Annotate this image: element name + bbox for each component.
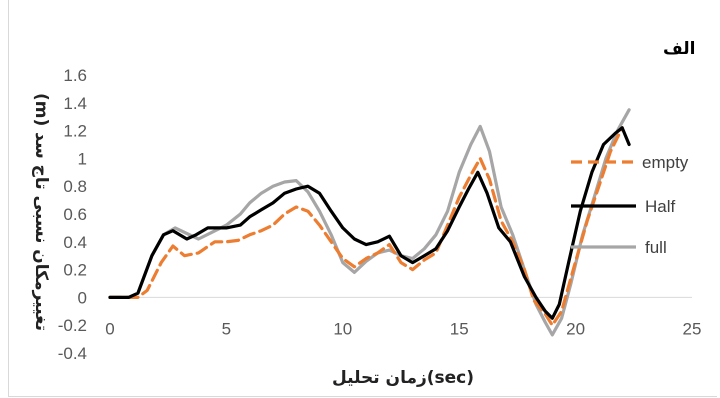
x-tick-label: 0 — [105, 319, 114, 338]
y-tick-label: -0.4 — [58, 344, 87, 363]
x-tick-label: 10 — [333, 319, 352, 338]
series-line-full — [108, 108, 631, 337]
series-line-half — [108, 126, 631, 320]
x-tick-label: 15 — [450, 319, 469, 338]
panel-label: الف — [663, 39, 695, 59]
y-tick-label: 0.4 — [63, 233, 87, 252]
x-tick-label: 20 — [566, 319, 585, 338]
chart-frame — [8, 0, 717, 397]
y-tick-label: 0.8 — [63, 177, 87, 196]
legend-label-half: Half — [645, 197, 676, 216]
y-tick-label: 1.4 — [63, 94, 87, 113]
y-tick-label: 1.2 — [63, 122, 87, 141]
x-tick-label: 25 — [683, 319, 702, 338]
legend-label-full: full — [645, 238, 667, 257]
x-axis-label: زمان تحلیل(sec) — [332, 368, 474, 388]
y-tick-label: 0 — [78, 288, 87, 307]
legend-label-empty: empty — [642, 153, 689, 172]
y-tick-label: 1 — [78, 149, 87, 168]
y-tick-label: -0.2 — [58, 316, 87, 335]
x-tick-label: 5 — [222, 319, 231, 338]
y-tick-label: 1.6 — [63, 66, 87, 85]
y-tick-label: 0.6 — [63, 205, 87, 224]
series-line-empty — [108, 126, 624, 327]
y-axis-label: تغییرمکان نسبی تاج سد (m) — [31, 93, 51, 331]
y-tick-label: 0.2 — [63, 261, 87, 280]
